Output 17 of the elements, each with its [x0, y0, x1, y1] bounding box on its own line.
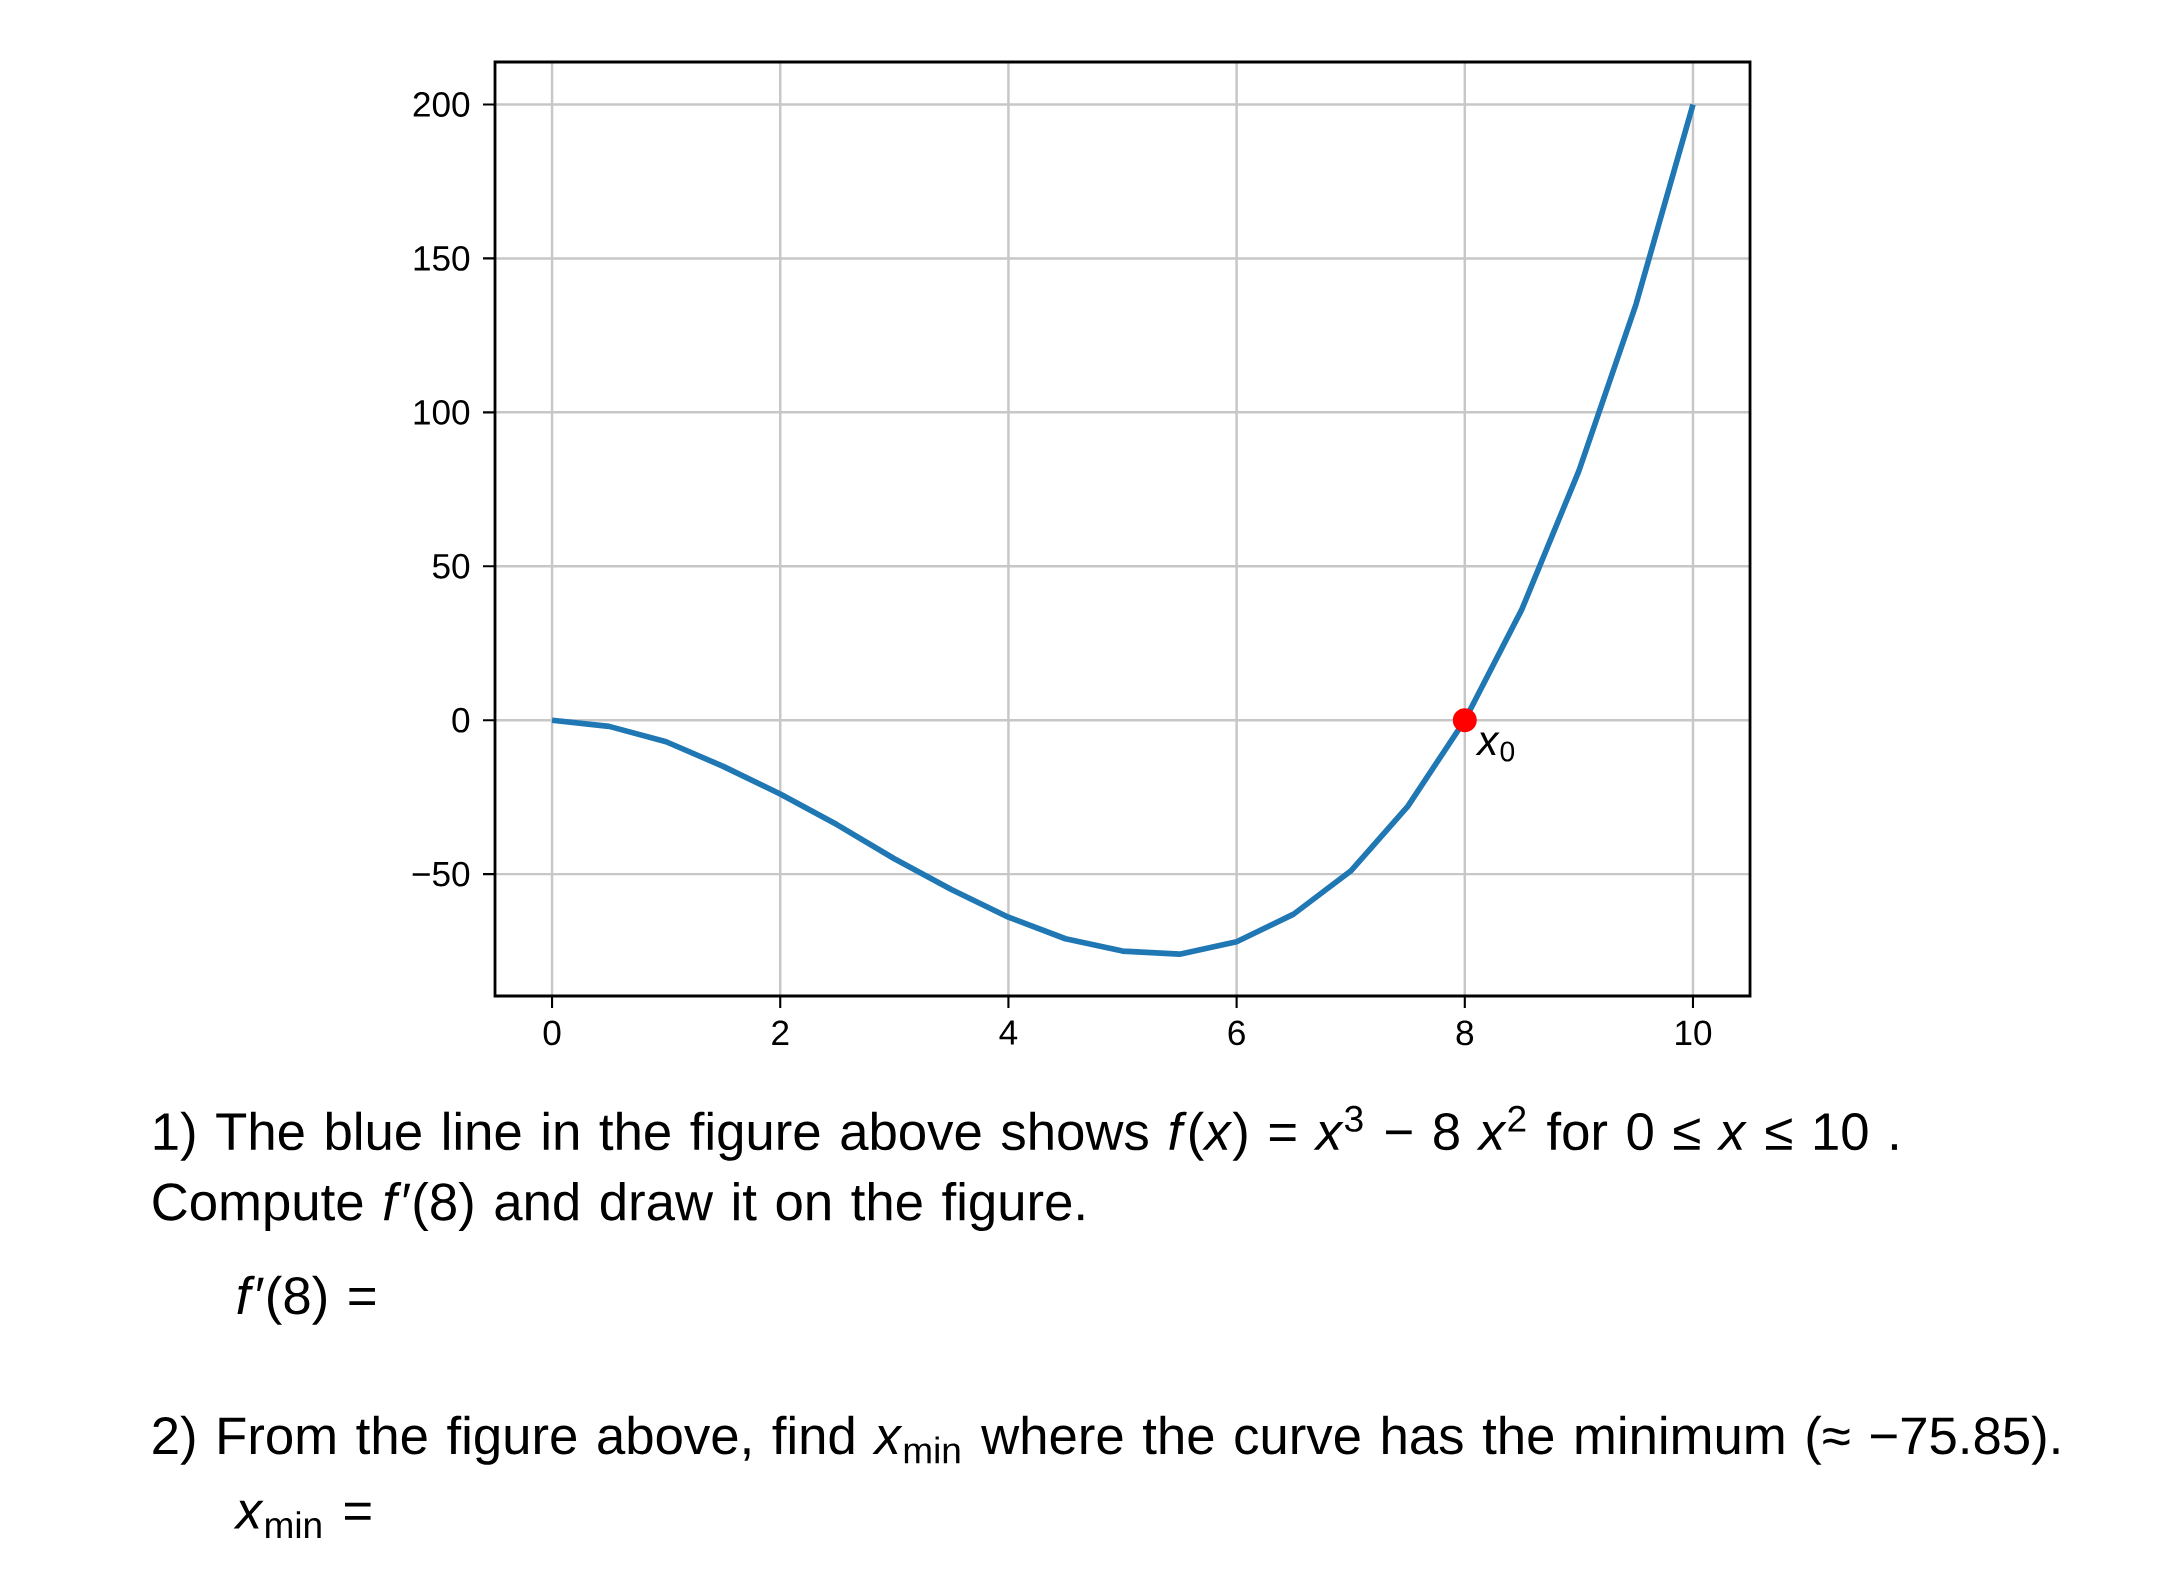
y-tick-label: 100 — [414, 399, 470, 425]
y-tick-label: 50 — [432, 553, 470, 579]
text: x$_{min}$ = — [233, 1500, 371, 1538]
x-tick-label: 2 — [772, 1020, 789, 1045]
text: f′(8) = — [237, 1275, 375, 1325]
x-tick-label: 0 — [543, 1020, 561, 1046]
y-tick-label: −50 — [412, 861, 470, 887]
x-tick-label: 4 — [999, 1020, 1018, 1045]
text: 1) The blue line in the figure above shows f(x) = x$^{3}$ − 8 x$^{2}$ for 0 ≤ x ≤ 10 . Compute f′(8) and draw it on the figure. — [153, 1105, 1897, 1232]
text: 2) From the figure above, find x$_{min}$ where the curve has the minimum (≈ −75.85). — [153, 1415, 2059, 1465]
x-tick-label: 10 — [1676, 1020, 1712, 1046]
y-tick-label: 150 — [414, 245, 470, 271]
x-tick-label: 8 — [1456, 1020, 1474, 1046]
x-tick-label: 6 — [1228, 1020, 1245, 1046]
y-tick-label: 0 — [452, 707, 470, 733]
y-tick-label: 200 — [413, 92, 470, 117]
annotation: x$_{0}$ — [1475, 732, 1515, 762]
